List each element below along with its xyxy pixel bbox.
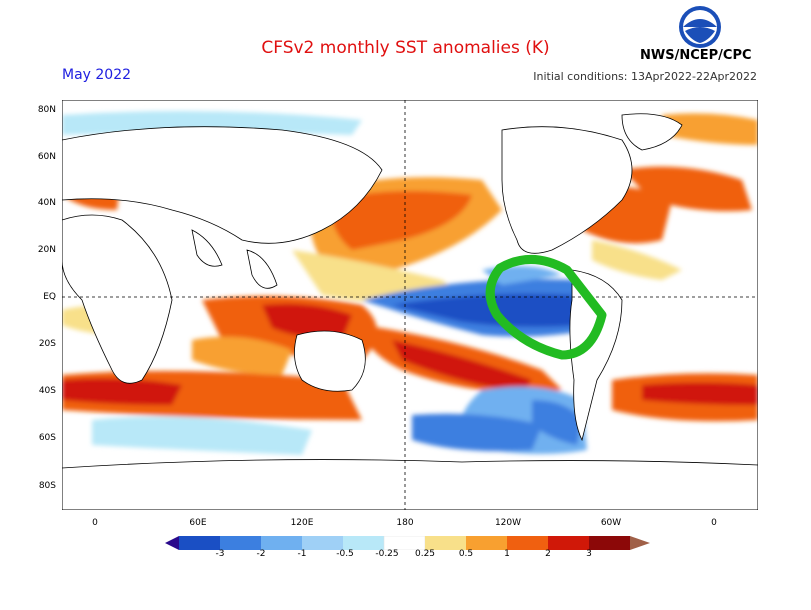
colorbar-label: 2 bbox=[545, 549, 551, 559]
colorbar-label: 0.25 bbox=[414, 549, 436, 559]
month-label: May 2022 bbox=[62, 67, 132, 83]
colorbar bbox=[165, 536, 650, 550]
colorbar-swatch bbox=[220, 536, 261, 550]
colorbar-label: -0.25 bbox=[375, 549, 399, 559]
sst-anomaly-map bbox=[62, 100, 758, 510]
colorbar-label: 0.5 bbox=[458, 549, 474, 559]
lat-label: 80S bbox=[38, 481, 56, 491]
map-title: CFSv2 monthly SST anomalies (K) bbox=[261, 38, 550, 58]
lat-label: 60S bbox=[38, 433, 56, 443]
agency-label: NWS/NCEP/CPC bbox=[640, 48, 752, 63]
colorbar-label: -1 bbox=[297, 549, 307, 559]
colorbar-swatch bbox=[261, 536, 302, 550]
lat-label: 20N bbox=[37, 245, 56, 255]
colorbar-swatch bbox=[466, 536, 507, 550]
lon-label: 120W bbox=[494, 518, 522, 528]
colorbar-label: -0.5 bbox=[336, 549, 354, 559]
lon-label: 60E bbox=[189, 518, 207, 528]
colorbar-label: -2 bbox=[256, 549, 266, 559]
colorbar-swatch bbox=[425, 536, 466, 550]
colorbar-label: -3 bbox=[215, 549, 225, 559]
lon-label: 60W bbox=[600, 518, 622, 528]
colorbar-low-arrow bbox=[165, 536, 179, 550]
colorbar-swatch bbox=[383, 536, 426, 550]
colorbar-high-arrow bbox=[630, 536, 650, 550]
lat-label: EQ bbox=[43, 292, 56, 302]
lon-label: 120E bbox=[290, 518, 314, 528]
lon-label: 0 bbox=[92, 518, 98, 528]
colorbar-swatch bbox=[302, 536, 343, 550]
lat-label: 40N bbox=[37, 198, 56, 208]
lat-label: 80N bbox=[37, 105, 56, 115]
colorbar-swatch bbox=[589, 536, 630, 550]
colorbar-swatch bbox=[343, 536, 384, 550]
colorbar-swatch bbox=[548, 536, 589, 550]
lat-label: 20S bbox=[38, 339, 56, 349]
initial-conditions: Initial conditions: 13Apr2022-22Apr2022 bbox=[533, 70, 757, 83]
lat-label: 60N bbox=[37, 152, 56, 162]
colorbar-label: 3 bbox=[586, 549, 592, 559]
lon-label: 0 bbox=[711, 518, 717, 528]
noaa-logo bbox=[679, 6, 721, 48]
lon-label: 180 bbox=[396, 518, 414, 528]
colorbar-swatch bbox=[179, 536, 220, 550]
coastlines bbox=[62, 113, 758, 510]
colorbar-swatch bbox=[507, 536, 548, 550]
colorbar-label: 1 bbox=[504, 549, 510, 559]
nino-region-highlight bbox=[485, 255, 607, 360]
lat-label: 40S bbox=[38, 386, 56, 396]
